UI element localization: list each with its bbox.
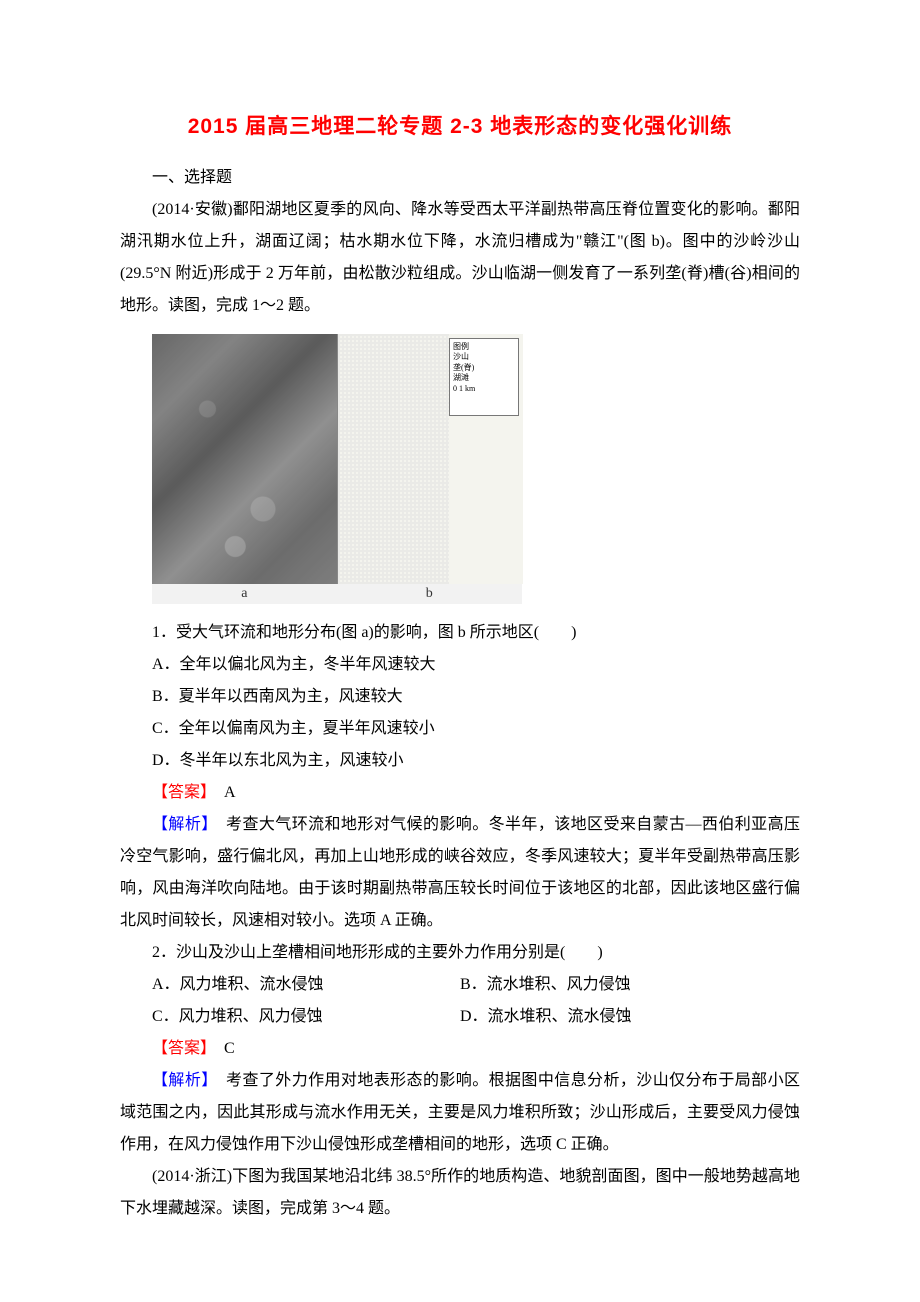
figure-caption-a: a [241, 586, 247, 602]
q2-option-c: C．风力堆积、风力侵蚀 [120, 1001, 460, 1033]
q1-option-c: C．全年以偏南风为主，夏半年风速较小 [120, 713, 800, 745]
analysis-tag: 【解析】 [152, 816, 210, 833]
q1-answer: A [208, 784, 236, 801]
page-title: 2015 届高三地理二轮专题 2-3 地表形态的变化强化训练 [120, 110, 800, 140]
answer-tag: 【答案】 [152, 1040, 208, 1057]
q1-analysis-text: 考查大气环流和地形对气候的影响。冬半年，该地区受来自蒙古—西伯利亚高压冷空气影响… [120, 816, 800, 929]
figure-container: 图例 沙山 垄(脊) 湖滩 0 1 km a b [120, 334, 800, 609]
figure-a-satellite [152, 334, 337, 584]
analysis-tag: 【解析】 [152, 1072, 210, 1089]
legend-item: 0 1 km [453, 384, 515, 394]
q1-option-d: D．冬半年以东北风为主，风速较小 [120, 745, 800, 777]
q1-stem: 1．受大气环流和地形分布(图 a)的影响，图 b 所示地区( ) [120, 617, 800, 649]
legend-title: 图例 [453, 342, 515, 352]
section-heading: 一、选择题 [120, 162, 800, 194]
q2-option-a: A．风力堆积、流水侵蚀 [120, 969, 460, 1001]
q2-row-cd: C．风力堆积、风力侵蚀 D．流水堆积、流水侵蚀 [120, 1001, 800, 1033]
q1-option-b: B．夏半年以西南风为主，风速较大 [120, 681, 800, 713]
figure-legend: 图例 沙山 垄(脊) 湖滩 0 1 km [449, 338, 519, 416]
q1-option-a: A．全年以偏北风为主，冬半年风速较大 [120, 649, 800, 681]
figure-caption-b: b [426, 586, 433, 602]
q2-analysis-text: 考查了外力作用对地表形态的影响。根据图中信息分析，沙山仅分布于局部小区域范围之内… [120, 1072, 800, 1153]
q1-analysis: 【解析】 考查大气环流和地形对气候的影响。冬半年，该地区受来自蒙古—西伯利亚高压… [120, 809, 800, 937]
q2-option-b: B．流水堆积、风力侵蚀 [460, 969, 800, 1001]
q2-row-ab: A．风力堆积、流水侵蚀 B．流水堆积、风力侵蚀 [120, 969, 800, 1001]
answer-tag: 【答案】 [152, 784, 208, 801]
q1-answer-line: 【答案】 A [120, 777, 800, 809]
q2-answer: C [208, 1040, 235, 1057]
legend-item: 沙山 [453, 352, 515, 362]
legend-item: 湖滩 [453, 373, 515, 383]
intro-paragraph: (2014·安徽)鄱阳湖地区夏季的风向、降水等受西太平洋副热带高压脊位置变化的影… [120, 194, 800, 322]
q2-answer-line: 【答案】 C [120, 1033, 800, 1065]
q2-option-d: D．流水堆积、流水侵蚀 [460, 1001, 800, 1033]
figure-b-map: 图例 沙山 垄(脊) 湖滩 0 1 km [337, 334, 523, 584]
q2-stem: 2．沙山及沙山上垄槽相间地形形成的主要外力作用分别是( ) [120, 937, 800, 969]
legend-item: 垄(脊) [453, 363, 515, 373]
q2-analysis: 【解析】 考查了外力作用对地表形态的影响。根据图中信息分析，沙山仅分布于局部小区… [120, 1065, 800, 1161]
intro2-paragraph: (2014·浙江)下图为我国某地沿北纬 38.5°所作的地质构造、地貌剖面图，图… [120, 1161, 800, 1225]
figure-composite: 图例 沙山 垄(脊) 湖滩 0 1 km a b [152, 334, 522, 604]
